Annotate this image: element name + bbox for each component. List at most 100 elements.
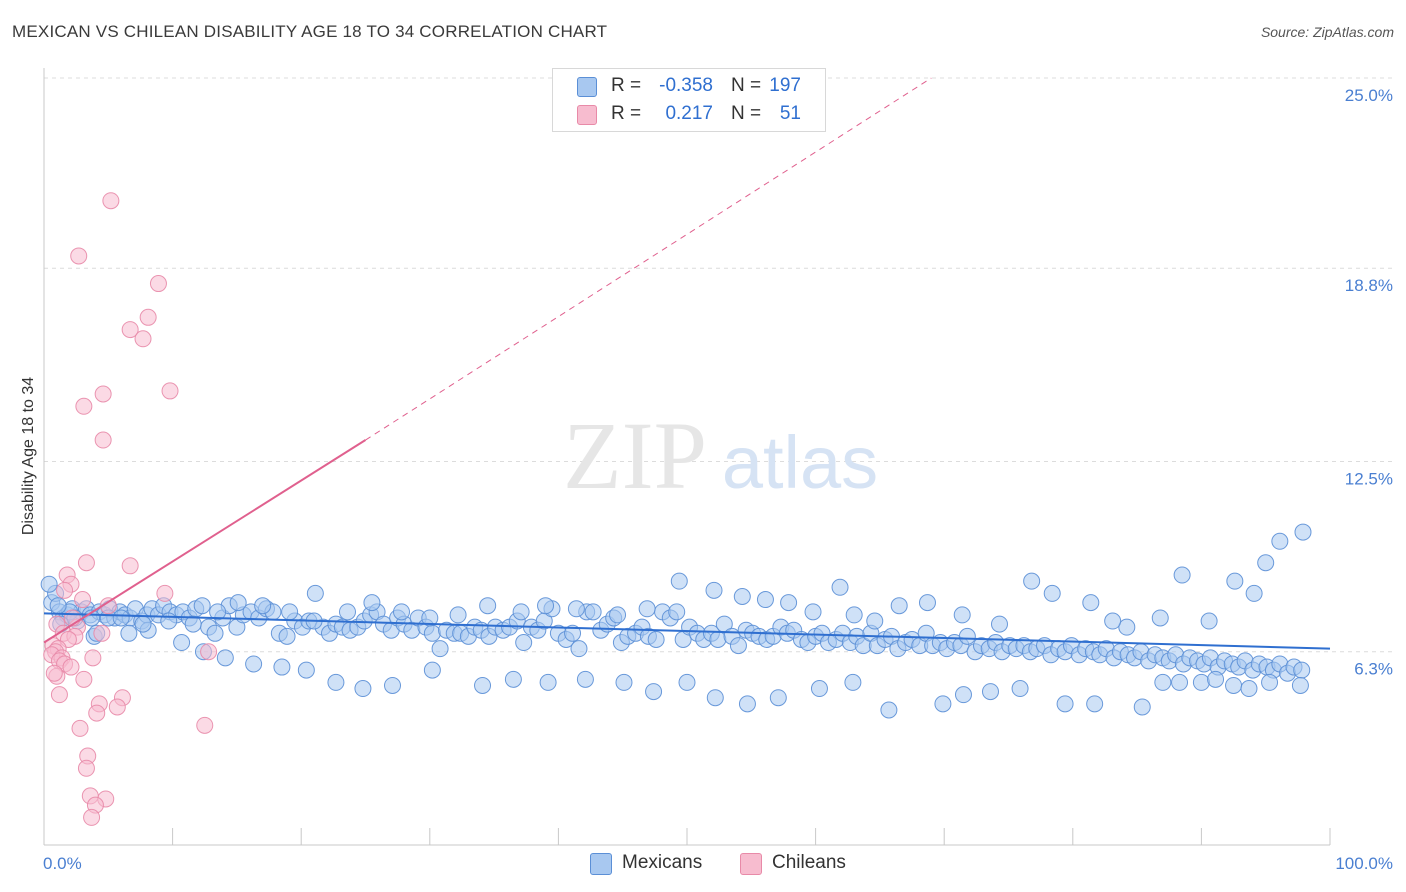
chilean-point [139,308,157,326]
mexican-point [229,594,247,612]
mexican-point [576,670,594,688]
chilean-point [70,247,88,265]
mexican-point [206,624,224,642]
mexican-point [1257,554,1275,572]
chilean-point [75,670,93,688]
chilean-point [99,597,117,615]
mexican-point [431,640,449,658]
mexican-point [1056,695,1074,713]
watermark: ZIP atlas [563,402,878,509]
svg-text:ZIP: ZIP [563,402,707,509]
mexican-point [423,624,441,642]
mexican-point [890,597,908,615]
mexican-point [40,575,58,593]
mexican-point [297,661,315,679]
mexican-point [515,634,533,652]
mexican-point [729,637,747,655]
mexican-point [1104,612,1122,630]
legend-r-value: 0.217 [665,103,713,124]
mexican-point [209,603,227,621]
mexican-point [880,701,898,719]
chilean-point [161,382,179,400]
mexican-point [567,600,585,618]
mexican-point [1200,612,1218,630]
mexican-point [539,673,557,691]
legend-n-label: N = [731,75,762,96]
mexican-point [1086,695,1104,713]
mexican-point [1291,676,1309,694]
mexican-point [738,695,756,713]
series-label-chileans: Chileans [772,852,846,873]
chilean-point [121,321,139,339]
mexican-point [1023,572,1041,590]
y-tick-label: 6.3% [1354,660,1393,679]
mexican-point [1173,566,1191,584]
chilean-point [77,759,95,777]
ticks-layer: 6.3% 12.5% 18.8% 25.0% 0.0% 100.0% [43,86,1393,873]
mexican-point [393,603,411,621]
mexican-point [173,634,191,652]
mexican-point [958,627,976,645]
mexican-point [512,603,530,621]
mexican-point [733,587,751,605]
mexican-point [1043,584,1061,602]
mexican-point [584,603,602,621]
mexican-point [780,594,798,612]
chileans-trend-line [43,439,367,644]
mexican-point [609,606,627,624]
series-swatch-chileans [740,853,762,875]
chilean-point [94,385,112,403]
mexican-point [1154,673,1172,691]
legend-row-chileans: R = 0.217 N = 51 [553,100,825,128]
mexican-point [1240,680,1258,698]
mexican-point [273,658,291,676]
mexican-point [1082,594,1100,612]
mexican-point [1271,532,1289,550]
mexican-point [709,630,727,648]
mexican-point [254,597,272,615]
mexican-point [306,584,324,602]
mexican-point [112,609,130,627]
mexican-point [678,673,696,691]
mexican-point [615,673,633,691]
mexican-point [504,670,522,688]
mexican-point [338,603,356,621]
chart-title: MEXICAN VS CHILEAN DISABILITY AGE 18 TO … [12,22,608,41]
chilean-point [156,584,174,602]
legend-swatch-mexicans [577,77,597,97]
mexican-point [1192,673,1210,691]
chilean-point [196,716,214,734]
correlation-legend: R = -0.358 N = 197 R = 0.217 N = 51 [552,68,826,132]
legend-r-value: -0.358 [659,75,713,96]
mexican-point [245,655,263,673]
mexican-point [1151,609,1169,627]
chilean-point [56,581,74,599]
mexican-point [954,686,972,704]
mexican-point [449,606,467,624]
mexican-point [845,606,863,624]
mexican-point [953,606,971,624]
mexican-point [354,680,372,698]
chilean-point [75,397,93,415]
points-layer [40,192,1312,826]
mexican-point [638,600,656,618]
mexican-point [423,661,441,679]
chilean-point [200,643,218,661]
mexican-point [1226,572,1244,590]
trend-layer [43,77,1331,650]
chilean-point [94,431,112,449]
grid-layer [44,77,1392,653]
mexican-point [918,594,936,612]
mexican-point [804,603,822,621]
chilean-point [45,664,63,682]
mexican-point [668,603,686,621]
mexican-point [570,640,588,658]
mexican-point [981,683,999,701]
chilean-point [134,330,152,348]
mexican-point [421,609,439,627]
chilean-point [84,649,102,667]
mexican-point [647,630,665,648]
legend-n-value: 197 [769,75,801,96]
mexican-point [564,624,582,642]
legend-n-value: 51 [779,103,801,124]
